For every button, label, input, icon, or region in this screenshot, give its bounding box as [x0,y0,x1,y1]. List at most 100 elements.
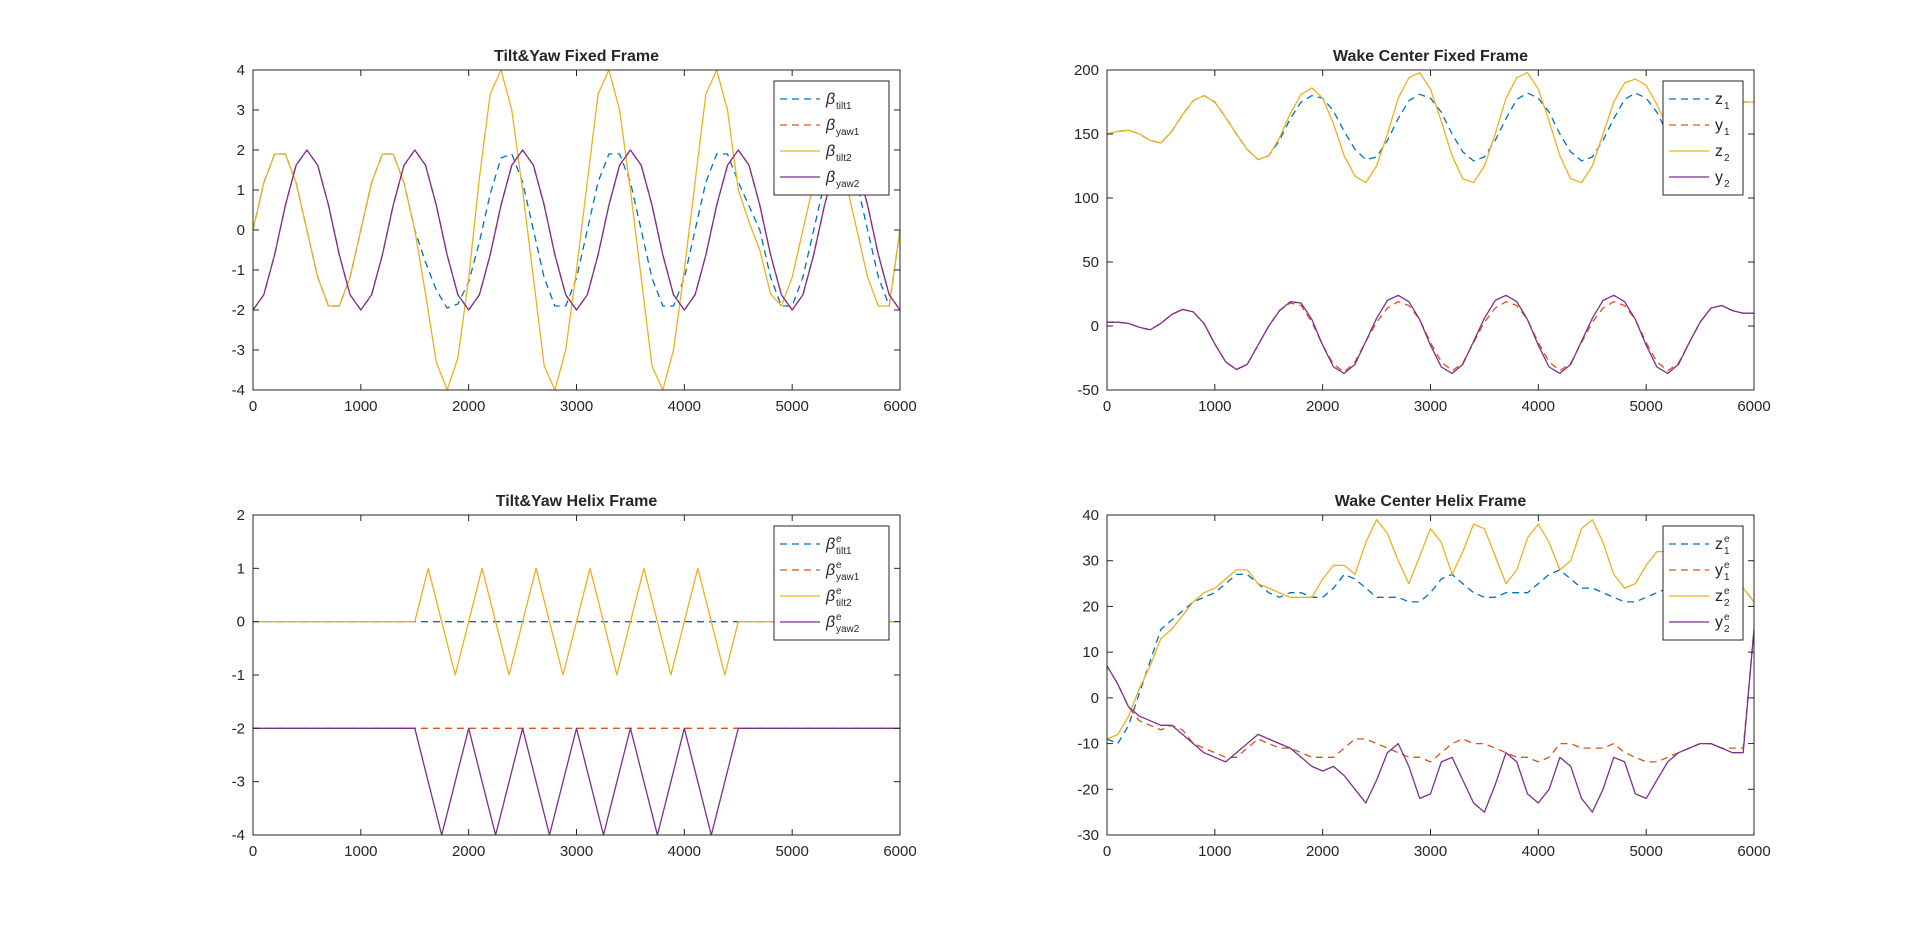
y-tick-label: 3 [237,102,245,119]
legend-superscript: e [1724,612,1730,623]
legend: z e1y e1z e2y e2 [1662,525,1744,641]
legend-superscript: e [1724,560,1730,571]
legend-superscript: e [836,560,842,571]
legend-box [1662,80,1744,196]
series-line-z2 [1107,71,1754,184]
x-tick-label: 0 [1103,398,1111,415]
legend-subscript: 1 [1724,127,1730,138]
series-line-y2-e [1107,629,1754,813]
legend-symbol: β [825,117,835,134]
legend-box [773,525,890,641]
chart-title: Wake Center Helix Frame [1335,493,1527,510]
legend-symbol: β [825,536,835,553]
plot-area [1107,70,1754,390]
legend-entry: y [1715,117,1723,134]
legend-symbol: z [1715,536,1723,553]
plot-area [1107,515,1754,835]
x-tick-label: 2000 [452,398,485,415]
legend-entry: β [825,117,835,134]
y-tick-label: 2 [237,142,245,159]
legend-entry: β [825,536,835,553]
x-tick-label: 4000 [1522,398,1555,415]
legend-superscript: e [1724,586,1730,597]
series-line-z2-e [1107,518,1754,740]
chart-panel-2: 0 1000 2000 3000 4000 5000 6000200150100500-50… [1074,48,1771,415]
y-tick-label: -1 [232,262,245,279]
y-tick-label: -30 [1077,827,1099,844]
chart-title: Tilt&Yaw Fixed Frame [494,48,659,65]
x-tick-label: 0 [249,843,257,860]
y-tick-label: 10 [1082,644,1099,661]
legend-subscript: tilt2 [836,598,852,609]
x-tick-label: 4000 [1522,843,1555,860]
x-tick-label: 2000 [452,843,485,860]
legend-subscript: 2 [1724,598,1730,609]
legend-symbol: β [825,143,835,160]
legend-symbol: β [825,169,835,186]
series-group [253,70,900,390]
legend-symbol: β [825,91,835,108]
y-tick-label: -20 [1077,781,1099,798]
y-tick-label: -2 [232,720,245,737]
y-tick-label: 40 [1082,507,1099,524]
legend-box [1662,525,1744,641]
legend-entry: z [1715,91,1723,108]
legend-subscript: tilt2 [836,153,852,164]
x-tick-label: 5000 [1629,843,1662,860]
y-tick-label: 2 [237,507,245,524]
legend-entry: z [1715,143,1723,160]
x-tick-label: 5000 [1629,398,1662,415]
legend-box [773,80,890,196]
y-tick-label: 20 [1082,598,1099,615]
y-tick-label: -2 [232,302,245,319]
legend-entry: β [825,588,835,605]
legend-subscript: yaw2 [836,624,860,635]
chart-panel-4: 0 1000 2000 3000 4000 5000 6000 40 30 20 10 0 -10 -20… [1077,493,1770,860]
legend-symbol: β [825,588,835,605]
legend-subscript: 2 [1724,179,1730,190]
legend-entry: y [1715,614,1723,631]
legend-symbol: y [1715,117,1723,134]
x-tick-label: 5000 [775,398,808,415]
x-tick-label: 5000 [775,843,808,860]
legend-entry: β [825,169,835,186]
legend-superscript: e [1724,534,1730,545]
legend-symbol: y [1715,562,1723,579]
x-tick-label: 4000 [668,398,701,415]
y-tick-label: 150 [1074,126,1099,143]
y-tick-label: 1 [237,182,245,199]
y-tick-label: 0 [1091,318,1099,335]
y-tick-label: 100 [1074,190,1099,207]
legend-subscript: 1 [1724,572,1730,583]
x-tick-label: 6000 [1737,843,1770,860]
y-tick-label: 50 [1082,254,1099,271]
x-tick-label: 1000 [344,843,377,860]
x-tick-label: 1000 [344,398,377,415]
y-tick-label: -10 [1077,736,1099,753]
x-tick-label: 6000 [883,843,916,860]
legend-entry: β [825,562,835,579]
x-tick-label: 6000 [1737,398,1770,415]
legend-subscript: yaw1 [836,127,860,138]
series-group [1107,71,1754,375]
x-tick-label: 1000 [1198,843,1231,860]
x-tick-label: 0 [249,398,257,415]
legend-symbol: z [1715,588,1723,605]
x-tick-label: 2000 [1306,843,1339,860]
chart-title: Wake Center Fixed Frame [1333,48,1528,65]
legend-entry: z [1715,588,1723,605]
series-group [1107,518,1754,813]
legend-symbol: z [1715,91,1723,108]
legend-entry: β [825,143,835,160]
chart-panel-3: 0 1000 2000 3000 4000 5000 6000 2 1 0 -1 -2 -3 -4 Tilt… [232,493,917,860]
legend-superscript: e [836,586,842,597]
x-tick-label: 6000 [883,398,916,415]
legend-symbol: z [1715,143,1723,160]
legend-subscript: 2 [1724,624,1730,635]
y-tick-label: 4 [237,62,245,79]
legend-entry: y [1715,169,1723,186]
legend-symbol: y [1715,169,1723,186]
x-tick-label: 1000 [1198,398,1231,415]
legend-superscript: e [836,534,842,545]
